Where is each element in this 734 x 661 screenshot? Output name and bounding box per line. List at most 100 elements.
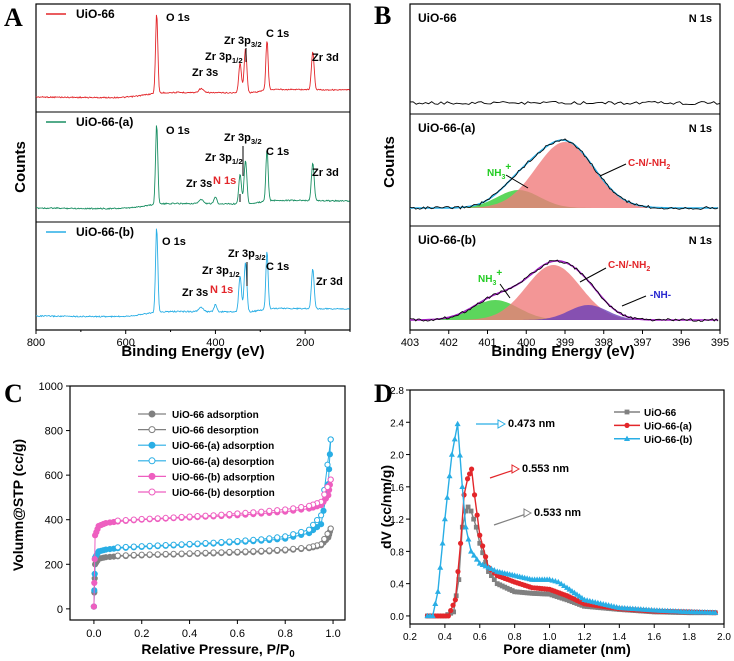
x-tick-label: 2.0 (717, 632, 731, 643)
peak-label: C 1s (266, 261, 289, 273)
isotherm-point (202, 512, 209, 519)
label-part: 3 (501, 174, 505, 181)
isotherm-point (154, 551, 161, 558)
isotherm-point (130, 516, 137, 523)
x-tick-label: 396 (672, 337, 690, 349)
isotherm-point (324, 461, 331, 468)
x-tick-label: 0.6 (473, 632, 487, 643)
psd-point (446, 472, 453, 479)
x-tick-label: 600 (117, 337, 135, 349)
x-axis-label: Binding Energy (eV) (121, 343, 264, 360)
legend-label: UiO-66-(a) desorption (172, 457, 274, 468)
psd-point (439, 540, 446, 546)
isotherm-point (210, 512, 217, 519)
psd-point (456, 577, 462, 583)
isotherm-point (226, 538, 233, 545)
psd-point (474, 512, 480, 518)
isotherm-point (146, 515, 153, 522)
isotherm-point (114, 552, 121, 559)
sub-panel-title: UiO-66-(b) (418, 233, 476, 247)
y-tick-label: 200 (45, 559, 63, 571)
isotherm-point (258, 536, 265, 543)
psd-point (465, 504, 471, 510)
psd-point (497, 582, 503, 588)
psd-point (547, 591, 552, 597)
isotherm-point (314, 517, 321, 524)
isotherm-point (326, 451, 333, 458)
y-axis-label: Volumn@STP (cc/g) (10, 439, 26, 571)
psd-point (549, 592, 555, 598)
psd-point (512, 589, 518, 595)
nh3-component-fill (410, 300, 720, 320)
panel-d-pore-size: 0.473 nm 0.553 nm 0.533 nm UiO-66 UiO-66-(a)… (378, 386, 731, 657)
psd-point (466, 471, 473, 477)
y-tick-label: 0.4 (390, 580, 404, 591)
isotherm-point (318, 512, 325, 519)
peak-label: Zr 3s (182, 287, 208, 299)
nh-component-fill (410, 305, 720, 320)
peak-label: N 1s (210, 284, 233, 296)
x-tick-label: 0.2 (403, 632, 417, 643)
peak-arrow (493, 512, 530, 526)
y-tick-label: 600 (45, 470, 63, 482)
psd-point (470, 552, 477, 558)
peak-label: 0.473 nm (508, 418, 555, 430)
psd-point (489, 573, 494, 578)
isotherm-point (321, 535, 328, 543)
x-tick-label: 398 (595, 337, 613, 349)
label-part: Zr 3s (186, 178, 212, 190)
isotherm-point (274, 534, 281, 541)
isotherm-point (186, 540, 193, 548)
peak-label: Zr 3s (192, 67, 218, 79)
cn-label-b: C-N/-NH2 (608, 260, 650, 273)
psd-point (537, 591, 542, 597)
label-part: NH (478, 274, 492, 285)
isotherm-point (138, 543, 145, 550)
psd-point (445, 613, 451, 619)
y-tick-label: 0.0 (390, 612, 404, 623)
peak-label: C 1s (266, 146, 289, 158)
series-line-2 (35, 228, 350, 318)
psd-point (569, 599, 575, 605)
y-axis-label: Counts (381, 136, 398, 188)
label-part: Zr 3p (228, 248, 255, 260)
y-tick-label: 1000 (39, 381, 63, 393)
peak-arrowhead (497, 419, 507, 429)
isotherm-point (324, 483, 331, 491)
isotherm-point (202, 540, 209, 547)
legend-marker (624, 409, 630, 415)
isotherm-point (170, 541, 177, 548)
isotherm-point (122, 543, 129, 551)
isotherm-point (146, 551, 153, 558)
isotherm-point (226, 510, 233, 518)
psd-point (455, 568, 461, 575)
psd-point (567, 598, 572, 604)
panel-letter-d: D (374, 379, 393, 408)
psd-point (468, 466, 475, 472)
peak-label: Zr 3p1/2 (205, 51, 243, 65)
x-tick-label: 397 (633, 337, 651, 349)
x-tick-label: 395 (711, 337, 729, 349)
y-tick-label: 800 (45, 426, 63, 438)
isotherm-point (306, 502, 313, 509)
legend-marker (624, 422, 630, 428)
psd-point (534, 591, 540, 596)
psd-point (555, 578, 562, 585)
legend-label: UiO-66-(a) (76, 115, 133, 129)
legend-marker (148, 426, 156, 434)
annotation-arrow (599, 163, 627, 177)
isotherm-point (178, 513, 185, 521)
psd-point (451, 436, 458, 442)
isotherm-point (130, 551, 137, 559)
label-part: N 1s (210, 284, 233, 296)
panel-letter-c: C (4, 379, 23, 408)
isotherm-point (194, 540, 201, 547)
label-part: 3 (492, 280, 496, 287)
label-part: C-N/-NH (608, 260, 646, 271)
label-part: Zr 3d (316, 276, 343, 288)
nh-label-b: -NH- (650, 290, 671, 301)
isotherm-point (282, 533, 289, 540)
sub-panel-title: UiO-66-(a) (418, 121, 475, 135)
psd-point (561, 582, 568, 589)
isotherm-point (138, 515, 145, 523)
